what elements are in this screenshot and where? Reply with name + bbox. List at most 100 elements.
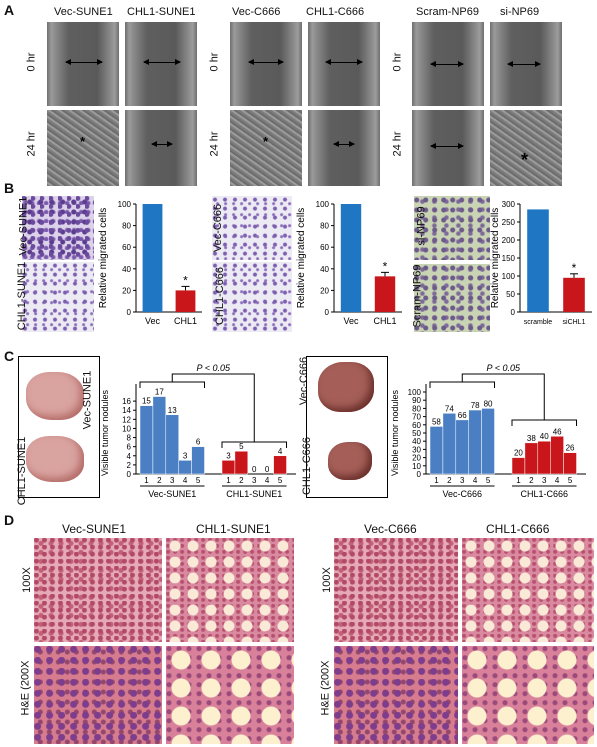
bar	[455, 419, 469, 475]
wound-width-arrow	[507, 61, 541, 67]
d-row-label-100x-1: 100X	[20, 567, 33, 593]
significance-bracket	[429, 381, 496, 388]
bar	[429, 426, 444, 475]
significance-bracket	[139, 381, 206, 388]
y-tick-label: 6	[127, 443, 132, 452]
d-image-chl1-c666-100x	[462, 538, 594, 642]
x-tick-label: 1	[144, 476, 149, 485]
group-label: Vec-SUNE1	[148, 489, 196, 499]
x-tick-label: 5	[278, 476, 283, 485]
y-tick-label: 12	[122, 415, 131, 424]
p-value-label: P < 0.05	[197, 363, 231, 373]
x-tick-label: 1	[516, 476, 521, 485]
b-label-scram-np69: Scram-NP69	[411, 264, 424, 328]
y-tick-label: 0	[325, 308, 330, 317]
a-row-label-0hr-1: 0 hr	[25, 52, 38, 72]
bar	[273, 455, 287, 475]
y-tick-label: 0	[127, 308, 132, 317]
a-image-scram-np69-24hr	[412, 110, 484, 186]
x-tick-label: scramble	[524, 319, 553, 326]
y-tick-label: 16	[122, 397, 131, 406]
d-image-chl1-sune1-200x	[166, 646, 294, 744]
b-image-chl1-c666	[212, 262, 292, 332]
d-row-label-200x-1: H&E (200X	[19, 660, 32, 716]
y-axis-label: Visible tumor nodules	[100, 390, 110, 476]
y-tick-label: 30	[412, 445, 421, 454]
y-axis-label: Relative migrated cells	[296, 208, 307, 309]
c-lung-box-c666	[306, 356, 388, 498]
y-tick-label: 60	[320, 243, 329, 252]
chart-b2: 0 20 40 60 80 100 Relative migrated cells Vec CH…	[296, 200, 402, 326]
c-lung-chl1-sune1	[26, 436, 84, 482]
d-image-vec-c666-200x	[334, 646, 458, 744]
a-row-label-24hr-2: 24 hr	[208, 131, 221, 157]
a-image-chl1-sune1-0hr	[125, 22, 197, 106]
closed-wound-mark: *	[521, 150, 529, 170]
y-tick-label: 20	[320, 286, 329, 295]
y-tick-label: 90	[412, 396, 421, 405]
a-row-label-0hr-2: 0 hr	[208, 52, 221, 72]
y-tick-label: 50	[412, 429, 421, 438]
x-tick-label: CHL1	[174, 316, 197, 326]
y-axis-label: Relative migrated cells	[98, 208, 109, 309]
a-col-label-2: CHL1-SUNE1	[127, 6, 196, 18]
data-label: 20	[514, 449, 523, 458]
x-tick-label: 1	[226, 476, 231, 485]
c-label-vec-sune1: Vec-SUNE1	[81, 370, 94, 430]
b-label-chl1-sune1: CHL1-SUNE1	[16, 261, 29, 331]
b-image-si-np69	[414, 196, 490, 260]
bar	[550, 436, 564, 475]
p-value-label: P < 0.05	[487, 363, 521, 373]
y-tick-label: 20	[412, 454, 421, 463]
y-tick-label: 14	[122, 406, 131, 415]
a-row-label-24hr-3: 24 hr	[391, 131, 404, 157]
group-label: CHL1-SUNE1	[226, 489, 282, 499]
a-image-vec-c666-0hr	[230, 22, 302, 106]
x-tick-label: siCHL1	[563, 319, 586, 326]
bar	[178, 460, 192, 475]
wound-width-arrow	[430, 143, 464, 149]
x-tick-label: CHL1	[373, 316, 396, 326]
bar	[142, 204, 163, 312]
b-image-vec-c666	[212, 196, 292, 260]
y-tick-label: 100	[316, 200, 330, 209]
x-tick-label: 4	[265, 476, 270, 485]
b-label-chl1-c666: CHL1-C666	[214, 266, 227, 326]
x-tick-label: 4	[555, 476, 560, 485]
x-tick-label: 3	[252, 476, 257, 485]
y-tick-label: 60	[412, 421, 421, 430]
wound-width-arrow	[248, 59, 284, 65]
y-tick-label: 8	[127, 434, 132, 443]
panel-letter-b: B	[4, 180, 15, 196]
data-label: 0	[265, 465, 270, 474]
data-label: 13	[168, 406, 177, 415]
data-label: 66	[458, 411, 467, 420]
b-image-scram-np69	[414, 264, 490, 332]
y-tick-label: 100	[502, 272, 516, 281]
data-label: 5	[239, 442, 244, 451]
panel-letter-c: C	[4, 348, 15, 364]
data-label: 58	[432, 417, 441, 426]
y-tick-label: 70	[412, 413, 421, 422]
bar	[524, 442, 539, 475]
bar	[165, 414, 179, 475]
bar	[563, 452, 577, 475]
data-label: 4	[278, 447, 283, 456]
y-tick-label: 0	[127, 470, 132, 479]
a-image-vec-c666-24hr	[230, 110, 302, 186]
d-row-label-100x-2: 100X	[320, 567, 333, 593]
y-tick-label: 300	[502, 200, 516, 209]
x-tick-label: 2	[239, 476, 244, 485]
c-lung-box-sune1	[18, 356, 100, 498]
significance-bracket	[221, 441, 288, 448]
a-row-label-24hr-1: 24 hr	[25, 131, 38, 157]
bar	[221, 460, 236, 475]
data-label: 15	[142, 397, 151, 406]
data-label: 26	[566, 444, 575, 453]
y-tick-label: 40	[122, 265, 131, 274]
data-label: 0	[252, 465, 257, 474]
b-label-vec-sune1: Vec-SUNE1	[17, 196, 30, 256]
data-label: 74	[445, 404, 454, 413]
